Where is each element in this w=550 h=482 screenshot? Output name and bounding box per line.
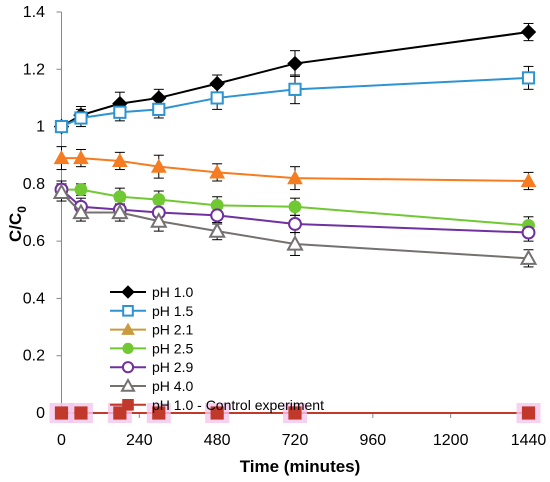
legend-label: pH 2.9 — [152, 359, 193, 375]
legend-marker — [121, 361, 135, 374]
x-tick-label: 720 — [282, 432, 309, 449]
data-point — [208, 222, 226, 238]
x-tick-label: 1440 — [511, 432, 547, 449]
y-tick-label: 1.4 — [23, 4, 45, 21]
data-point — [288, 200, 302, 214]
legend-item: pH 2.1 — [110, 322, 193, 338]
legend: pH 1.0 pH 1.5 pH 2.1 pH 2.5 pH 2.9 pH 4.0 pH 1… — [110, 284, 324, 413]
data-point — [112, 152, 128, 168]
legend-marker — [122, 342, 134, 354]
y-axis-title-subscript: 0 — [15, 206, 29, 213]
legend-label: pH 1.5 — [152, 303, 193, 319]
y-tick-label: 0.8 — [23, 176, 45, 193]
legend-label: pH 1.0 — [152, 284, 193, 300]
legend-item: pH 2.5 — [110, 340, 193, 356]
y-tick-label: 0.6 — [23, 233, 45, 250]
data-point — [113, 190, 127, 204]
legend-marker — [122, 305, 134, 317]
x-tick-label: 1200 — [433, 432, 469, 449]
x-tick-label: 960 — [359, 432, 386, 449]
legend-item: pH 2.9 — [110, 359, 193, 375]
series-2 — [54, 71, 536, 134]
x-axis-title: Time (minutes) — [240, 457, 361, 476]
legend-item: pH 1.0 - Control experiment — [110, 397, 324, 413]
legend-label: pH 1.0 - Control experiment — [152, 397, 324, 413]
data-point — [73, 150, 89, 165]
data-point — [287, 170, 303, 185]
series-7 — [49, 403, 541, 423]
series-layer — [49, 24, 541, 423]
legend-item: pH 4.0 — [110, 377, 193, 394]
data-point — [152, 193, 166, 207]
data-point — [72, 203, 90, 220]
legend-marker — [121, 285, 135, 299]
y-tick-label: 0.4 — [23, 290, 45, 307]
data-point — [287, 55, 303, 72]
legend-item: pH 1.5 — [110, 303, 193, 319]
data-point — [520, 24, 537, 40]
data-point — [521, 406, 536, 420]
data-point — [54, 119, 69, 134]
data-point — [54, 406, 69, 420]
legend-marker — [122, 399, 134, 411]
data-point — [74, 111, 88, 125]
x-tick-label: 0 — [57, 432, 66, 449]
y-tick-label: 0 — [36, 405, 45, 422]
data-point — [288, 406, 302, 420]
data-point — [209, 75, 225, 92]
x-tick-label: 480 — [204, 432, 231, 449]
data-point — [152, 102, 166, 116]
data-point — [150, 158, 167, 173]
y-tick-label: 0.2 — [23, 348, 45, 365]
y-tick-label: 1.2 — [23, 61, 45, 78]
x-tick-label: 240 — [126, 432, 153, 449]
data-point — [74, 406, 88, 420]
legend-label: pH 2.1 — [152, 322, 193, 338]
data-point — [111, 203, 129, 220]
legend-item: pH 1.0 — [110, 284, 193, 300]
axes-layer: 0 0.2 0.4 0.6 0.8 1 1.2 1.4 0 240 480 720 960 1200 144… — [23, 4, 547, 449]
legend-marker — [121, 322, 135, 335]
data-point — [521, 225, 536, 240]
data-point — [288, 82, 302, 96]
data-point — [113, 406, 127, 420]
data-point — [52, 183, 71, 200]
data-point — [210, 208, 225, 223]
data-point — [152, 406, 166, 420]
y-axis-title-main: C/C — [6, 213, 25, 242]
data-point — [519, 249, 538, 265]
data-point — [210, 406, 224, 420]
legend-label: pH 4.0 — [152, 378, 193, 394]
series-6 — [52, 183, 538, 265]
data-point — [286, 234, 304, 251]
data-point — [150, 212, 168, 228]
data-point — [520, 172, 537, 188]
y-tick-label: 1 — [36, 119, 45, 136]
data-point — [209, 164, 226, 179]
series-3 — [53, 150, 537, 188]
data-point — [113, 105, 127, 119]
data-point — [74, 183, 88, 197]
data-point — [521, 71, 536, 85]
data-point — [288, 217, 302, 231]
legend-label: pH 2.5 — [152, 340, 193, 356]
y-axis-title: C/C0 — [6, 206, 29, 242]
series-4 — [55, 183, 535, 232]
data-point — [53, 150, 70, 165]
data-point — [210, 91, 224, 105]
legend-marker — [120, 377, 136, 392]
